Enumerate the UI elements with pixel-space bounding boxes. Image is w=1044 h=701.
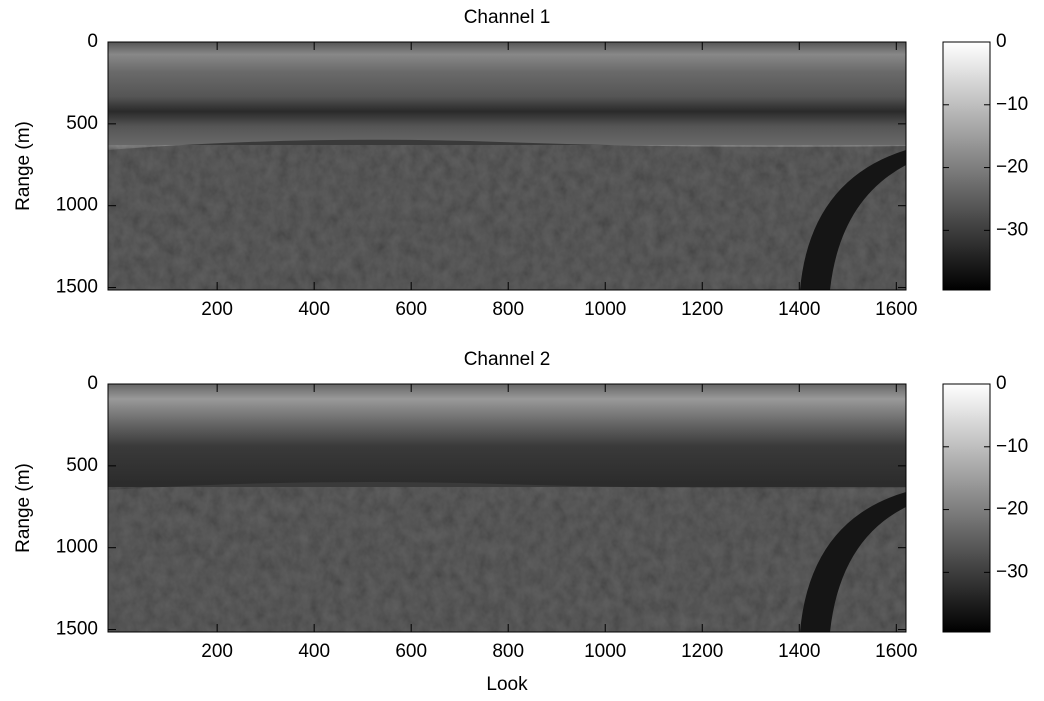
x-tick-label: 800 xyxy=(492,641,524,662)
x-tick-label: 1400 xyxy=(778,299,820,320)
y-tick-label: 0 xyxy=(87,31,98,52)
y-tick-label: 1500 xyxy=(56,277,98,298)
image-panel-1 xyxy=(108,42,906,290)
x-tick-label: 1400 xyxy=(778,641,820,662)
colorbar-tick-label: −30 xyxy=(996,219,1028,240)
x-axis-label: Look xyxy=(486,674,528,695)
y-tick-label: 500 xyxy=(66,113,98,134)
colorbar-tick-label: 0 xyxy=(996,31,1007,52)
colorbar-tick-label: −20 xyxy=(996,499,1028,520)
colorbar-tick-label: −10 xyxy=(996,436,1028,457)
chart-title: Channel 2 xyxy=(464,349,551,370)
x-tick-label: 1600 xyxy=(875,299,917,320)
y-tick-label: 1500 xyxy=(56,619,98,640)
y-axis-label: Range (m) xyxy=(13,463,34,553)
x-tick-label: 1600 xyxy=(875,641,917,662)
x-tick-label: 600 xyxy=(395,641,427,662)
colorbar-tick-label: −20 xyxy=(996,157,1028,178)
colorbar-tick-label: 0 xyxy=(996,373,1007,394)
chart-title: Channel 1 xyxy=(464,7,551,28)
x-tick-label: 400 xyxy=(298,641,330,662)
x-tick-label: 200 xyxy=(201,299,233,320)
x-tick-label: 1200 xyxy=(681,641,723,662)
figure: Channel 1 Range (m) 200 400 600 800 1000 1200 14… xyxy=(0,0,1044,696)
y-tick-label: 0 xyxy=(87,373,98,394)
y-tick-label: 500 xyxy=(66,455,98,476)
x-tick-label: 600 xyxy=(395,299,427,320)
colorbar xyxy=(943,384,990,632)
x-tick-label: 1200 xyxy=(681,299,723,320)
x-tick-label: 1000 xyxy=(584,299,626,320)
colorbar xyxy=(943,42,990,290)
y-axis-label: Range (m) xyxy=(13,121,34,211)
y-tick-label: 1000 xyxy=(56,537,98,558)
image-panel-2 xyxy=(108,384,906,632)
x-tick-label: 800 xyxy=(492,299,524,320)
y-tick-label: 1000 xyxy=(56,195,98,216)
x-tick-label: 400 xyxy=(298,299,330,320)
colorbar-tick-label: −30 xyxy=(996,561,1028,582)
colorbar-tick-label: −10 xyxy=(996,94,1028,115)
x-tick-label: 200 xyxy=(201,641,233,662)
x-tick-label: 1000 xyxy=(584,641,626,662)
